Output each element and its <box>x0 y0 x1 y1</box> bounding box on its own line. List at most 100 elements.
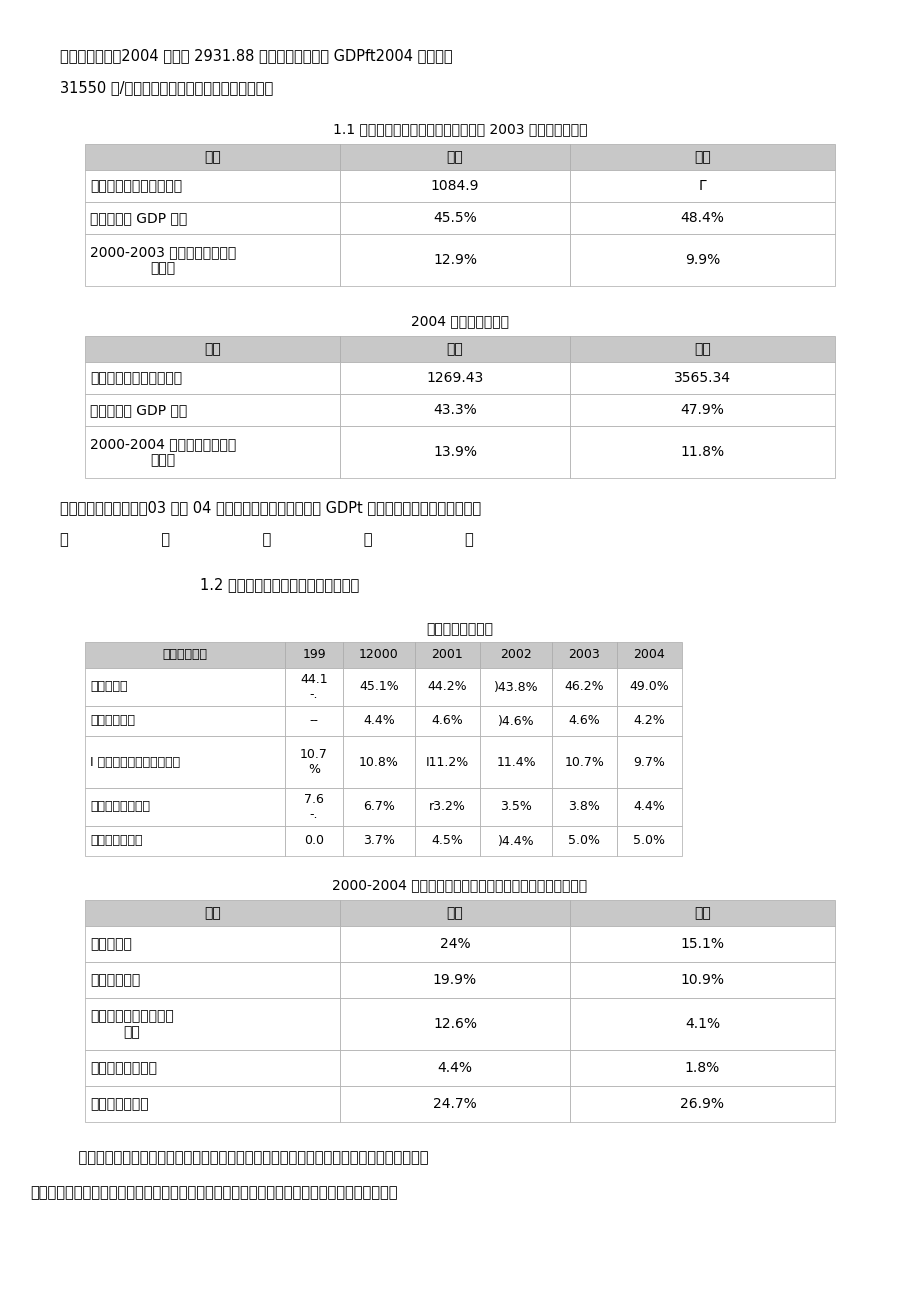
Text: r3.2%: r3.2% <box>428 800 465 813</box>
Text: 45.1%: 45.1% <box>358 680 399 693</box>
Bar <box>85 1050 340 1085</box>
Text: 47.9%: 47.9% <box>680 403 723 417</box>
Text: 9.7%: 9.7% <box>633 756 664 769</box>
Bar <box>570 1050 834 1085</box>
Text: 第二产业增加值（亿元）: 第二产业增加值（亿元） <box>90 371 182 384</box>
Bar <box>285 826 343 856</box>
Bar <box>343 788 414 826</box>
Text: 卜业增加值: 卜业增加值 <box>90 680 128 693</box>
Text: 3565.34: 3565.34 <box>674 371 731 384</box>
Text: 19.9%: 19.9% <box>433 973 477 986</box>
Bar <box>340 145 570 169</box>
Text: 建筑业增加值: 建筑业增加值 <box>90 714 135 727</box>
Text: 比                    上                    海                    快                : 比 上 海 快 <box>60 532 473 547</box>
Text: 1269.43: 1269.43 <box>425 371 483 384</box>
Text: 44.2%: 44.2% <box>427 680 467 693</box>
Bar <box>85 169 340 202</box>
Bar <box>340 169 570 202</box>
Text: 第二产业增加值（亿元）: 第二产业增加值（亿元） <box>90 179 182 193</box>
Text: 交通运输邮电仓储业增
加值: 交通运输邮电仓储业增 加值 <box>90 1009 174 1038</box>
Bar <box>343 736 414 788</box>
Bar <box>570 1085 834 1122</box>
Bar <box>570 169 834 202</box>
Text: 第二产业占 GDP 比重: 第二产业占 GDP 比重 <box>90 211 187 225</box>
Bar <box>85 926 340 962</box>
Bar <box>285 642 343 668</box>
Text: 1.1 天津和上海的产业结构和变化比较 2003 年第三产业情况: 1.1 天津和上海的产业结构和变化比较 2003 年第三产业情况 <box>333 122 586 136</box>
Bar <box>551 642 617 668</box>
Bar <box>570 235 834 285</box>
Text: 5.0%: 5.0% <box>633 834 664 847</box>
Text: 上海: 上海 <box>693 150 710 164</box>
Text: 5.0%: 5.0% <box>568 834 600 847</box>
Text: 44.1
-.: 44.1 -. <box>300 674 327 701</box>
Bar <box>570 202 834 235</box>
Text: )4.4%: )4.4% <box>497 834 534 847</box>
Text: 31550 元/人，平均增长率在直辖市中是最高的。: 31550 元/人，平均增长率在直辖市中是最高的。 <box>60 79 273 95</box>
Bar <box>617 788 681 826</box>
Text: 12.9%: 12.9% <box>433 253 476 267</box>
Text: 2000-2003 年第三产业平均增
长速度: 2000-2003 年第三产业平均增 长速度 <box>90 245 236 275</box>
Text: 2004: 2004 <box>633 649 664 662</box>
Text: 2001: 2001 <box>431 649 463 662</box>
Text: I11.2%: I11.2% <box>425 756 469 769</box>
Bar <box>340 1085 570 1122</box>
Bar <box>480 826 551 856</box>
Text: 6.7%: 6.7% <box>363 800 394 813</box>
Text: 天津: 天津 <box>446 341 463 356</box>
Bar <box>340 336 570 362</box>
Bar <box>480 668 551 706</box>
Bar <box>551 788 617 826</box>
Bar <box>85 668 285 706</box>
Bar <box>414 788 480 826</box>
Text: 上海: 上海 <box>693 341 710 356</box>
Bar <box>617 668 681 706</box>
Bar <box>285 788 343 826</box>
Text: 市中位列首位，2004 年达到 2931.88 亿元。同时，人均 GDPft2004 年达到了: 市中位列首位，2004 年达到 2931.88 亿元。同时，人均 GDPft20… <box>60 48 452 63</box>
Bar <box>85 706 285 736</box>
Text: 4.1%: 4.1% <box>684 1018 720 1031</box>
Bar <box>414 736 480 788</box>
Text: 45.5%: 45.5% <box>433 211 476 225</box>
Text: 天津: 天津 <box>446 906 463 920</box>
Text: 15.1%: 15.1% <box>680 937 724 951</box>
Bar <box>85 826 285 856</box>
Bar <box>551 826 617 856</box>
Text: 4.4%: 4.4% <box>437 1061 472 1075</box>
Bar <box>85 336 340 362</box>
Text: 指标: 指标 <box>204 906 221 920</box>
Bar <box>340 926 570 962</box>
Text: 房地产业增加值: 房地产业增加值 <box>90 1097 149 1111</box>
Text: 2002: 2002 <box>500 649 531 662</box>
Text: 2004 年第三产业情况: 2004 年第三产业情况 <box>411 314 508 328</box>
Bar <box>617 736 681 788</box>
Bar <box>340 362 570 394</box>
Text: 12.6%: 12.6% <box>433 1018 476 1031</box>
Bar <box>85 998 340 1050</box>
Text: 1.2 上海和天津的行业结构和变化比较: 1.2 上海和天津的行业结构和变化比较 <box>199 577 358 592</box>
Bar <box>480 736 551 788</box>
Text: 2003: 2003 <box>568 649 600 662</box>
Text: 工业增加值: 工业增加值 <box>90 937 131 951</box>
Bar <box>85 362 340 394</box>
Bar <box>570 900 834 926</box>
Bar <box>340 202 570 235</box>
Bar <box>617 642 681 668</box>
Text: 10.7
%: 10.7 % <box>300 748 327 777</box>
Text: 指标: 指标 <box>204 341 221 356</box>
Text: 10.8%: 10.8% <box>358 756 399 769</box>
Bar <box>340 394 570 426</box>
Bar <box>340 1050 570 1085</box>
Bar <box>340 998 570 1050</box>
Text: 金融保险业增加值: 金融保险业增加值 <box>90 1061 157 1075</box>
Text: 上海: 上海 <box>693 906 710 920</box>
Text: 4.6%: 4.6% <box>431 714 463 727</box>
Bar <box>343 668 414 706</box>
Bar <box>551 736 617 788</box>
Bar <box>414 642 480 668</box>
Text: 11.4%: 11.4% <box>495 756 535 769</box>
Bar <box>480 706 551 736</box>
Text: 0.0: 0.0 <box>303 834 323 847</box>
Text: 12000: 12000 <box>358 649 399 662</box>
Text: Γ: Γ <box>698 179 706 193</box>
